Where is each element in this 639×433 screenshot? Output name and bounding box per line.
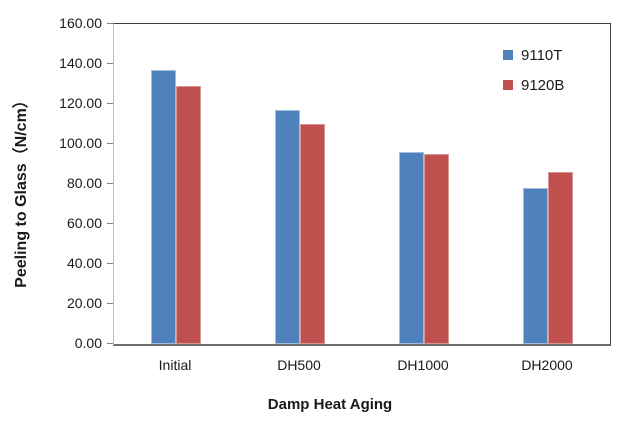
bar-9120B-Initial <box>176 86 201 344</box>
y-tick-label: 80.00 <box>66 175 102 191</box>
y-tick-mark <box>107 342 113 344</box>
bar-9120B-DH500 <box>300 124 325 344</box>
legend-item-9120B: 9120B <box>503 74 564 96</box>
plot-area <box>113 23 611 346</box>
legend-item-9110T: 9110T <box>503 44 564 66</box>
legend: 9110T 9120B <box>503 44 564 104</box>
y-tick-label: 20.00 <box>66 295 102 311</box>
y-tick-label: 100.00 <box>59 135 102 151</box>
y-tick-mark <box>107 62 113 64</box>
legend-label: 9120B <box>521 76 565 94</box>
x-tick-label-Initial: Initial <box>158 357 192 373</box>
y-tick-label: 120.00 <box>59 95 102 111</box>
bar-9110T-Initial <box>151 70 176 344</box>
y-tick-mark <box>107 222 113 224</box>
y-tick-label: 60.00 <box>66 215 102 231</box>
y-tick-mark <box>107 22 113 24</box>
y-tick-label: 0.00 <box>74 335 102 351</box>
x-tick-label-DH2000: DH2000 <box>521 357 573 373</box>
bar-9120B-DH2000 <box>548 172 573 344</box>
y-tick-mark <box>107 142 113 144</box>
y-tick-mark <box>107 262 113 264</box>
y-tick-mark <box>107 182 113 184</box>
bar-9110T-DH2000 <box>523 188 548 344</box>
x-tick-label-DH1000: DH1000 <box>397 357 449 373</box>
bar-9110T-DH1000 <box>399 152 424 344</box>
x-axis-title: Damp Heat Aging <box>267 396 393 413</box>
y-tick-mark <box>107 302 113 304</box>
x-tick-label-DH500: DH500 <box>277 357 321 373</box>
y-tick-label: 40.00 <box>66 255 102 271</box>
y-tick-mark <box>107 102 113 104</box>
y-tick-label: 160.00 <box>59 15 102 31</box>
legend-swatch-icon <box>503 50 513 60</box>
y-tick-label: 140.00 <box>59 55 102 71</box>
bar-9110T-DH500 <box>275 110 300 344</box>
legend-swatch-icon <box>503 80 513 90</box>
legend-label: 9110T <box>521 46 563 64</box>
bar-9120B-DH1000 <box>424 154 449 344</box>
